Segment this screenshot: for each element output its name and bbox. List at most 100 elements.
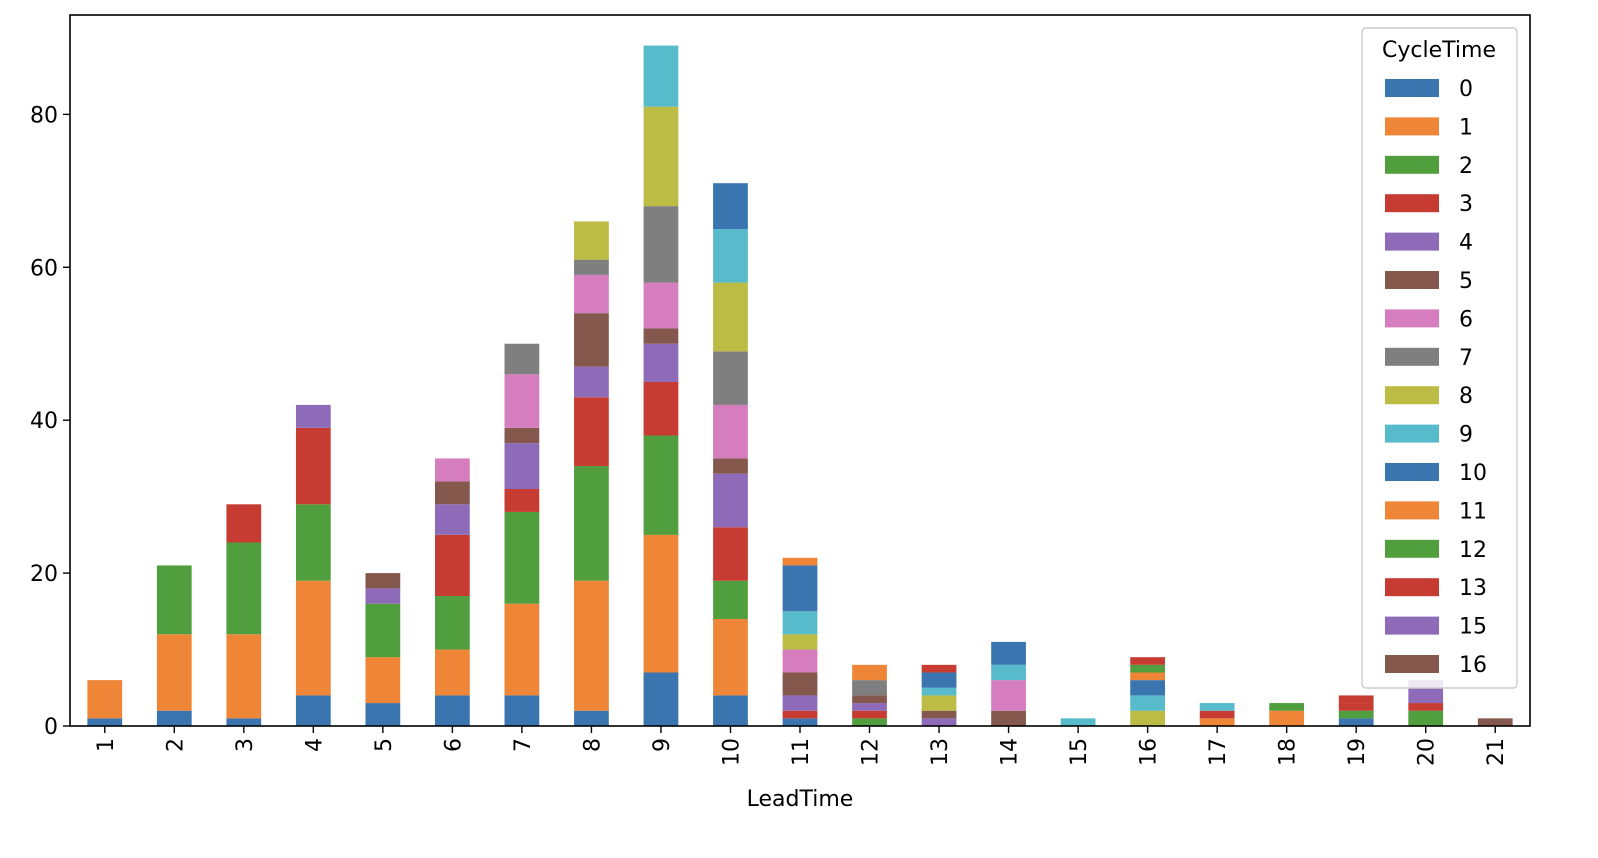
bar-segment-3-cycle-2 (226, 542, 262, 635)
bar-segment-4-cycle-1 (295, 580, 331, 696)
bar-segment-6-cycle-1 (435, 649, 470, 696)
x-tick-label-13: 13 (928, 738, 953, 766)
legend-label-7: 7 (1459, 346, 1473, 371)
bar-segment-21-cycle-5 (1477, 718, 1513, 726)
legend-label-15: 15 (1459, 615, 1487, 640)
bar-segment-8-cycle-7 (574, 259, 609, 275)
x-tick-label-10: 10 (719, 738, 744, 766)
bar-segment-14-cycle-6 (991, 680, 1026, 711)
x-tick-label-1: 1 (94, 738, 119, 752)
x-tick-label-18: 18 (1276, 738, 1301, 766)
bar-segment-2-cycle-0 (156, 710, 192, 726)
bar-segment-2-cycle-1 (156, 634, 192, 711)
legend-swatch-1 (1385, 117, 1439, 136)
x-tick-label-12: 12 (859, 738, 884, 766)
legend-swatch-10 (1385, 463, 1439, 481)
bar-segment-4-cycle-2 (295, 504, 331, 581)
bar-segment-5-cycle-4 (365, 588, 401, 604)
bar-segment-12-cycle-3 (852, 710, 887, 719)
bar-segment-9-cycle-9 (643, 45, 679, 107)
legend-swatch-16 (1385, 655, 1439, 673)
bar-segment-16-cycle-9 (1130, 695, 1165, 711)
y-tick-label-60: 60 (30, 256, 58, 281)
bar-segment-10-cycle-6 (713, 404, 748, 459)
bar-segment-17-cycle-9 (1199, 703, 1235, 711)
bar-segment-13-cycle-13 (921, 664, 957, 673)
bar-segment-15-cycle-9 (1060, 718, 1096, 726)
bar-segment-8-cycle-3 (574, 397, 609, 467)
bar-segment-14-cycle-5 (991, 710, 1026, 726)
legend-label-8: 8 (1459, 384, 1473, 409)
bar-segment-12-cycle-4 (852, 703, 887, 711)
y-tick-label-80: 80 (30, 103, 58, 128)
bar-segment-11-cycle-6 (782, 649, 818, 673)
y-tick-label-0: 0 (44, 715, 58, 740)
bar-segment-9-cycle-4 (643, 343, 679, 382)
bar-segment-12-cycle-11 (852, 664, 887, 681)
bar-segment-8-cycle-6 (574, 274, 609, 314)
x-tick-label-14: 14 (998, 738, 1023, 766)
y-tick-label-20: 20 (30, 562, 58, 587)
bar-segment-18-cycle-2 (1269, 703, 1305, 711)
bar-segment-5-cycle-1 (365, 657, 401, 704)
bar-segment-10-cycle-7 (713, 351, 748, 405)
bar-segment-20-cycle-2 (1408, 710, 1444, 726)
bar-segment-16-cycle-11 (1130, 672, 1165, 681)
bar-segment-16-cycle-13 (1130, 657, 1165, 665)
legend-swatch-13 (1385, 578, 1439, 597)
bar-segment-5-cycle-5 (365, 573, 401, 589)
bar-segment-4-cycle-3 (295, 427, 331, 505)
bar-segment-7-cycle-0 (504, 695, 540, 726)
x-tick-label-9: 9 (650, 738, 675, 752)
bar-segment-8-cycle-5 (574, 313, 609, 367)
bar-segment-19-cycle-13 (1338, 695, 1374, 704)
bar-segment-6-cycle-3 (435, 534, 470, 597)
legend-label-10: 10 (1459, 461, 1487, 486)
bar-segment-19-cycle-2 (1338, 710, 1374, 719)
bar-segment-14-cycle-9 (991, 664, 1026, 681)
bar-segment-7-cycle-3 (504, 489, 540, 512)
bar-segment-13-cycle-5 (921, 710, 957, 719)
bar-segment-13-cycle-4 (921, 718, 957, 726)
bar-segment-19-cycle-3 (1338, 703, 1374, 711)
bar-segment-10-cycle-0 (713, 695, 748, 726)
x-tick-label-15: 15 (1067, 738, 1092, 766)
bar-segment-7-cycle-6 (504, 374, 540, 428)
bar-segment-6-cycle-4 (435, 504, 470, 535)
legend-label-0: 0 (1459, 77, 1473, 102)
bar-segment-9-cycle-6 (643, 282, 679, 329)
bar-segment-10-cycle-8 (713, 282, 748, 352)
bar-segment-11-cycle-5 (782, 672, 818, 696)
bar-segment-7-cycle-7 (504, 343, 540, 375)
bar-segment-7-cycle-4 (504, 443, 540, 489)
legend-label-11: 11 (1459, 499, 1487, 524)
bar-segment-8-cycle-4 (574, 366, 609, 398)
bar-segment-11-cycle-9 (782, 611, 818, 635)
bar-segment-10-cycle-2 (713, 580, 748, 619)
bar-segment-7-cycle-1 (504, 603, 540, 696)
bar-segment-12-cycle-2 (852, 718, 887, 726)
bar-segment-8-cycle-8 (574, 221, 609, 260)
bar-segment-10-cycle-3 (713, 527, 748, 581)
bar-segment-16-cycle-10 (1130, 680, 1165, 696)
bar-segment-11-cycle-10 (782, 565, 818, 612)
bar-segment-17-cycle-1 (1199, 718, 1235, 726)
x-tick-label-4: 4 (302, 738, 327, 752)
legend-label-16: 16 (1459, 653, 1487, 678)
legend-label-13: 13 (1459, 576, 1487, 601)
x-tick-label-11: 11 (789, 738, 814, 766)
bar-segment-13-cycle-9 (921, 687, 957, 696)
bar-segment-5-cycle-2 (365, 603, 401, 658)
bar-segment-3-cycle-0 (226, 718, 262, 726)
bar-segment-18-cycle-1 (1269, 710, 1305, 726)
x-tick-label-5: 5 (372, 738, 397, 752)
bar-segment-6-cycle-0 (435, 695, 470, 726)
bar-segment-8-cycle-0 (574, 710, 609, 726)
bar-segment-11-cycle-3 (782, 710, 818, 719)
legend-swatch-9 (1385, 424, 1439, 443)
bar-segment-10-cycle-9 (713, 229, 748, 283)
legend-swatch-11 (1385, 501, 1439, 520)
bar-segment-16-cycle-8 (1130, 710, 1165, 726)
legend-label-2: 2 (1459, 154, 1473, 179)
